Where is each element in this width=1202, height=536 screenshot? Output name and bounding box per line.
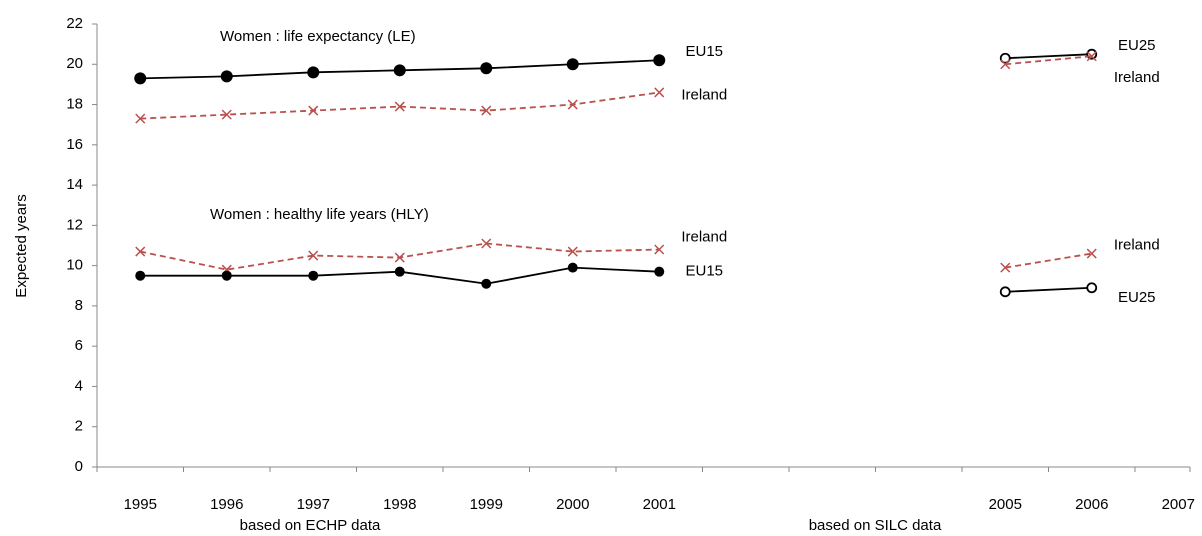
series-line	[1005, 53, 1092, 60]
x-tick-label: 2001	[643, 496, 676, 513]
marker	[567, 262, 578, 273]
x-tick-label: 1995	[124, 496, 157, 513]
marker	[135, 246, 146, 257]
y-tick-label: 2	[75, 418, 83, 435]
y-tick-label: 12	[66, 216, 83, 233]
series-line	[1005, 55, 1092, 66]
marker	[134, 72, 147, 85]
y-axis-label: Expected years	[13, 194, 30, 297]
series-label: Ireland	[1114, 237, 1160, 254]
annotation: based on SILC data	[809, 517, 942, 534]
marker	[999, 52, 1011, 64]
marker	[1086, 248, 1097, 259]
marker	[308, 250, 319, 261]
annotation: Women : life expectancy (LE)	[220, 28, 416, 45]
marker	[481, 278, 492, 289]
series-label: EU15	[685, 263, 723, 280]
x-tick-label: 2006	[1075, 496, 1108, 513]
marker	[308, 270, 319, 281]
y-tick-label: 6	[75, 337, 83, 354]
marker	[567, 246, 578, 257]
marker	[221, 270, 232, 281]
series-label: Ireland	[681, 228, 727, 245]
series-line	[1005, 286, 1092, 293]
marker	[654, 87, 665, 98]
marker	[135, 113, 146, 124]
marker	[135, 270, 146, 281]
marker	[394, 252, 405, 263]
marker	[393, 64, 406, 77]
series-label: EU25	[1118, 289, 1156, 306]
series-label: EU15	[685, 43, 723, 60]
marker	[654, 266, 665, 277]
marker	[480, 62, 493, 75]
marker	[221, 109, 232, 120]
x-tick-label: 2007	[1162, 496, 1195, 513]
y-tick-label: 20	[66, 55, 83, 72]
marker	[307, 66, 320, 79]
x-tick-label: 2005	[989, 496, 1022, 513]
series-label: Ireland	[681, 86, 727, 103]
y-tick-label: 14	[66, 176, 83, 193]
y-tick-label: 18	[66, 96, 83, 113]
series-line	[1005, 252, 1092, 269]
marker	[394, 266, 405, 277]
marker	[1086, 51, 1097, 62]
marker	[220, 70, 233, 83]
x-tick-label: 1997	[297, 496, 330, 513]
marker	[481, 105, 492, 116]
annotation: Women : healthy life years (HLY)	[210, 206, 429, 223]
series-label: Ireland	[1114, 69, 1160, 86]
x-tick-label: 1999	[470, 496, 503, 513]
marker	[481, 238, 492, 249]
annotation: based on ECHP data	[240, 517, 381, 534]
series-label: EU25	[1118, 37, 1156, 54]
marker	[567, 99, 578, 110]
x-tick-label: 1998	[383, 496, 416, 513]
marker	[1086, 282, 1098, 294]
y-tick-label: 8	[75, 297, 83, 314]
marker	[394, 101, 405, 112]
marker	[308, 105, 319, 116]
y-tick-label: 0	[75, 458, 83, 475]
x-tick-label: 1996	[210, 496, 243, 513]
y-tick-label: 10	[66, 257, 83, 274]
x-tick-label: 2000	[556, 496, 589, 513]
marker	[1000, 59, 1011, 70]
marker	[1000, 262, 1011, 273]
marker	[654, 244, 665, 255]
y-tick-label: 4	[75, 377, 83, 394]
marker	[653, 54, 666, 67]
marker	[999, 286, 1011, 298]
y-tick-label: 16	[66, 136, 83, 153]
y-tick-label: 22	[66, 15, 83, 32]
marker	[566, 58, 579, 71]
